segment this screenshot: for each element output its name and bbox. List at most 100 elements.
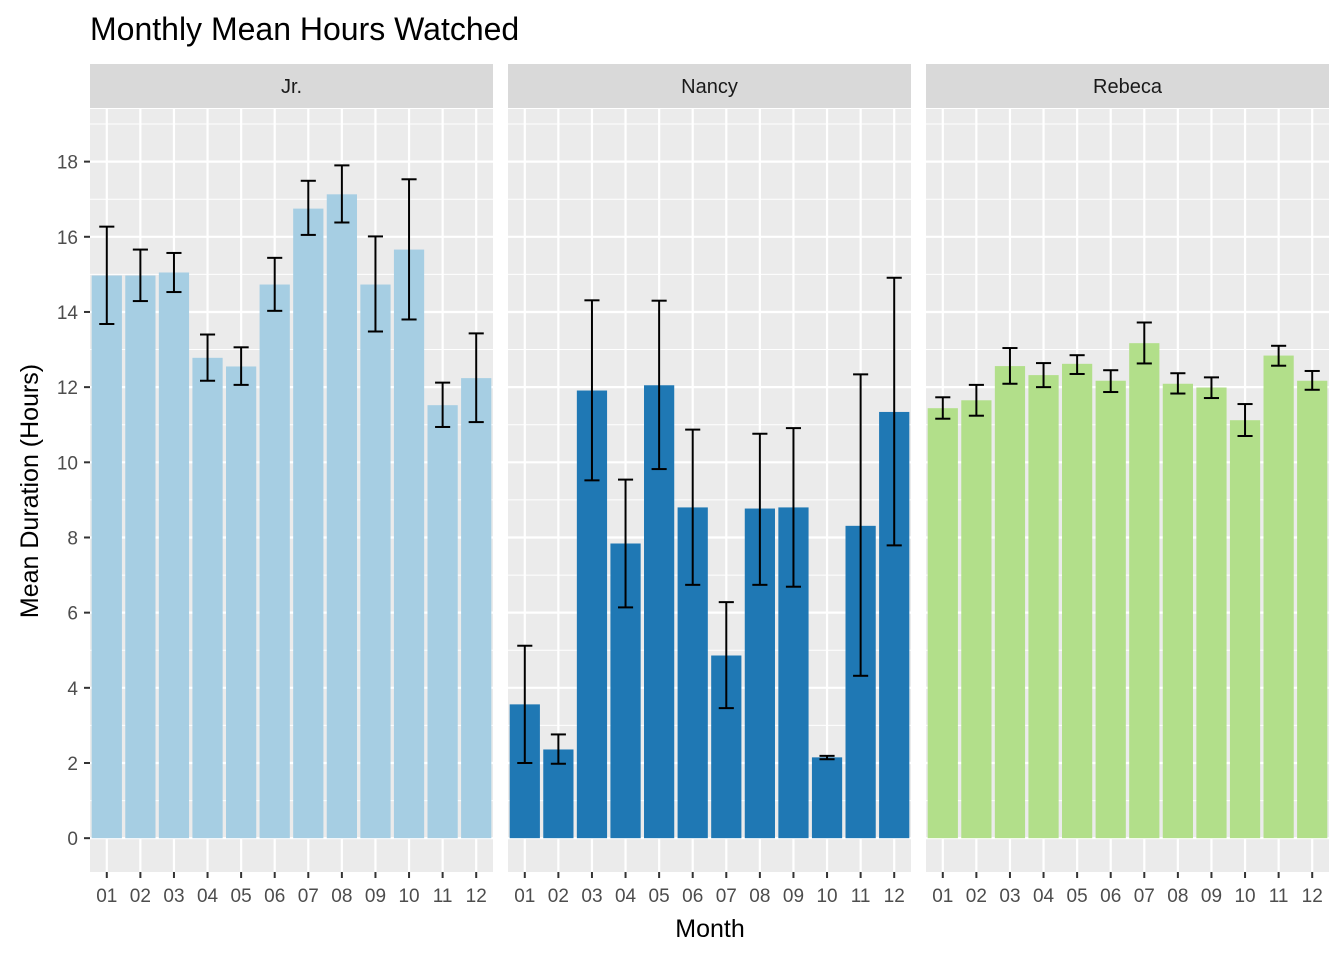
error-bar [1237, 403, 1253, 437]
error-bar [617, 478, 634, 609]
x-tick-label: 05 [649, 886, 670, 907]
bar [1095, 380, 1126, 839]
x-tick-label: 10 [816, 886, 837, 907]
error-bar [233, 346, 249, 386]
y-tick-label: 2 [67, 754, 78, 775]
bar [1162, 383, 1193, 839]
bar [293, 208, 324, 839]
error-bar [435, 381, 451, 428]
bar [1297, 380, 1328, 839]
facet-panels: Jr. 01 02 03 04 05 06 07 08 09 10 11 12 Nancy 01 02 03 04… [90, 64, 1329, 907]
bar [811, 757, 843, 839]
y-tick-label: 4 [67, 679, 78, 700]
bar [1196, 387, 1227, 839]
bar [427, 405, 458, 839]
error-bar [300, 179, 316, 236]
bar [259, 284, 290, 839]
error-bar [1304, 369, 1320, 391]
error-bar [99, 225, 115, 325]
x-tick-label: 06 [264, 886, 285, 907]
error-bar [1136, 321, 1152, 365]
facet-strip [90, 64, 493, 108]
error-bar [819, 754, 835, 761]
bar [393, 249, 425, 839]
x-tick-label: 01 [932, 886, 953, 907]
x-tick-label: 09 [365, 886, 386, 907]
bar [1229, 420, 1261, 839]
error-bar [968, 383, 984, 417]
error-bar [550, 733, 566, 765]
error-bar [1069, 354, 1085, 375]
bar [326, 194, 357, 839]
error-bar [853, 373, 869, 677]
error-bar [785, 427, 802, 588]
bar [1062, 363, 1093, 839]
facet-strip [926, 64, 1329, 108]
error-bar [367, 235, 384, 333]
x-tick-label: 04 [615, 886, 637, 907]
error-bar [1271, 344, 1287, 367]
x-tick-label: 04 [197, 886, 219, 907]
x-tick-label: 10 [398, 886, 419, 907]
x-tick-label: 02 [966, 886, 987, 907]
bar [1263, 355, 1294, 839]
bar [1129, 343, 1160, 839]
bar [360, 284, 391, 839]
error-bar [267, 256, 283, 312]
x-tick-label: 04 [1033, 886, 1055, 907]
x-tick-label: 11 [851, 886, 871, 907]
x-tick-label: 03 [999, 886, 1020, 907]
error-bar [1103, 369, 1119, 394]
facet-strip-label: Jr. [281, 76, 302, 98]
bar [125, 275, 156, 839]
bar [461, 378, 492, 839]
y-tick-label: 16 [57, 228, 78, 249]
y-axis: 0 2 4 6 8 10 12 14 16 18 [57, 153, 90, 850]
error-bar [166, 251, 182, 294]
facet-strip-label: Nancy [681, 76, 738, 98]
error-bar [1002, 347, 1018, 385]
bar [158, 272, 190, 839]
facet-strip [508, 64, 911, 108]
error-bar [1035, 362, 1052, 389]
x-tick-label: 06 [682, 886, 703, 907]
x-tick-label: 01 [514, 886, 535, 907]
bar [927, 408, 958, 839]
chart-title: Monthly Mean Hours Watched [90, 11, 519, 47]
x-tick-label: 12 [1302, 886, 1323, 907]
facet-strip-label: Rebeca [1093, 76, 1163, 98]
x-tick-label: 05 [231, 886, 252, 907]
y-tick-label: 6 [67, 604, 78, 625]
y-tick-label: 10 [57, 453, 78, 474]
error-bar [132, 248, 148, 303]
error-bar [1203, 376, 1220, 400]
x-tick-label: 06 [1100, 886, 1121, 907]
x-tick-label: 07 [716, 886, 737, 907]
y-tick-label: 8 [67, 528, 78, 549]
error-bar [752, 432, 768, 586]
x-tick-label: 07 [298, 886, 319, 907]
x-tick-label: 03 [581, 886, 602, 907]
bar [192, 357, 223, 839]
facet-panel-nancy: Nancy 01 02 03 04 05 06 07 08 09 10 11 12 [508, 64, 911, 907]
x-tick-label: 12 [466, 886, 487, 907]
bar [226, 366, 257, 839]
error-bar [651, 299, 667, 471]
x-tick-label: 11 [433, 886, 453, 907]
bar [1028, 375, 1059, 839]
facet-panel-rebeca: Rebeca 01 02 03 04 05 06 07 08 09 10 11 12 [926, 64, 1329, 907]
x-tick-label: 08 [1167, 886, 1188, 907]
x-tick-label: 01 [96, 886, 117, 907]
error-bar [199, 333, 216, 382]
y-tick-label: 12 [57, 378, 78, 399]
y-axis-title: Mean Duration (Hours) [16, 364, 44, 618]
error-bar [517, 644, 533, 764]
x-axis-title: Month [675, 915, 744, 943]
x-tick-label: 10 [1234, 886, 1255, 907]
x-tick-label: 09 [1201, 886, 1222, 907]
x-tick-label: 03 [163, 886, 184, 907]
error-bar [935, 396, 951, 420]
error-bar [468, 332, 484, 424]
bar [961, 400, 992, 839]
